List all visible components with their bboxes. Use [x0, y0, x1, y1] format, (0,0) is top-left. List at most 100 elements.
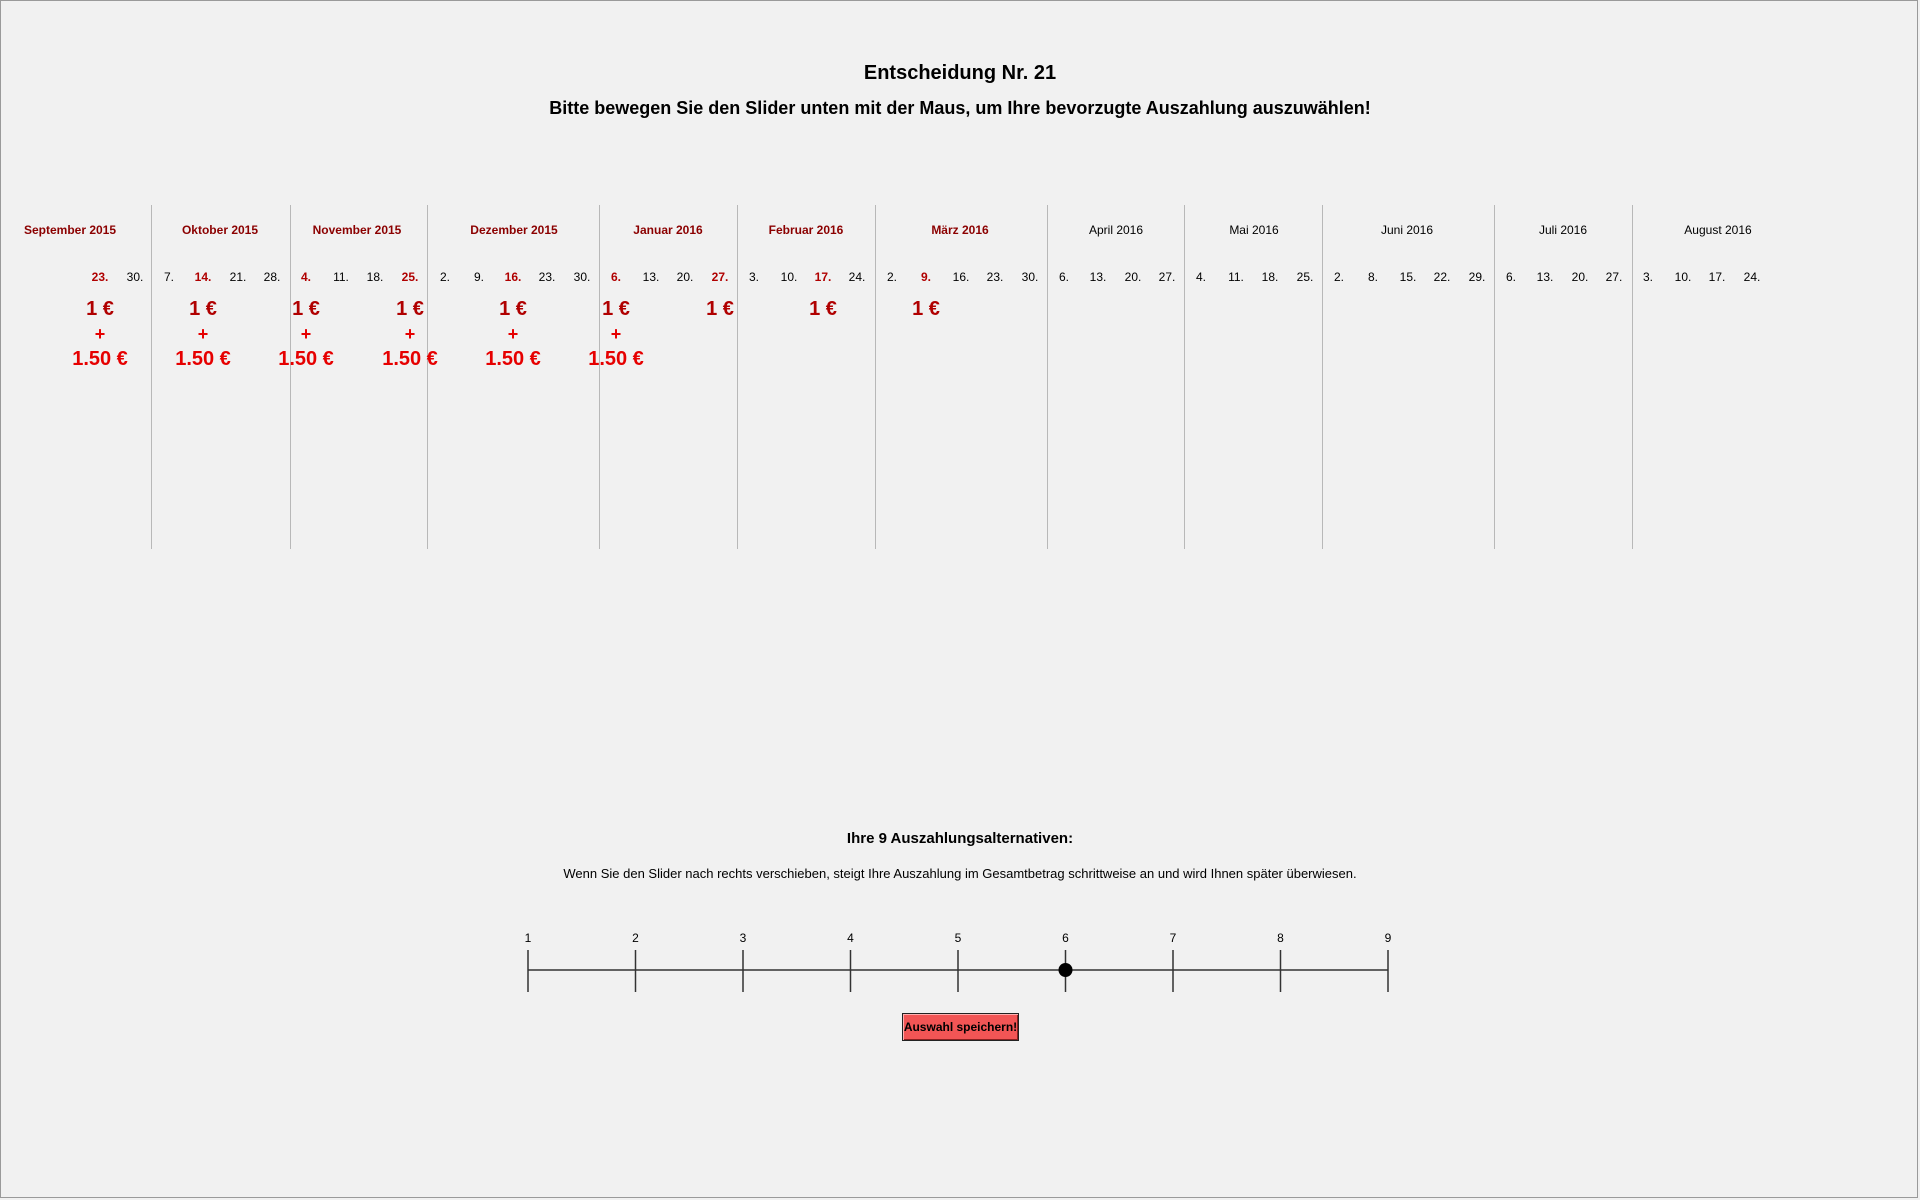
month-divider [290, 205, 291, 549]
month-divider [737, 205, 738, 549]
month-label: Oktober 2015 [181, 223, 259, 237]
day-label: 27. [1605, 270, 1623, 284]
day-label: 30. [126, 270, 144, 284]
day-label: 21. [229, 270, 247, 284]
slider-handle[interactable] [1058, 963, 1073, 977]
payment-extra-amount: 1.50 € [485, 348, 541, 370]
slider-tick-label: 4 [847, 931, 854, 945]
day-label: 13. [1536, 270, 1554, 284]
payment-amount: 1 € [292, 298, 320, 320]
day-label: 18. [1261, 270, 1279, 284]
day-label: 17. [1708, 270, 1726, 284]
day-label: 24. [848, 270, 866, 284]
month-divider [1322, 205, 1323, 549]
day-label: 10. [780, 270, 798, 284]
day-label: 9. [473, 270, 485, 284]
payment-plus: + [610, 324, 622, 344]
day-label: 20. [1124, 270, 1142, 284]
payment-amount: 1 € [809, 298, 837, 320]
month-label: November 2015 [312, 223, 402, 237]
slider-tick-label: 9 [1385, 931, 1392, 945]
day-label: 24. [1743, 270, 1761, 284]
day-label: 2. [886, 270, 898, 284]
month-label: Dezember 2015 [470, 223, 558, 237]
day-label: 18. [366, 270, 384, 284]
day-label: 15. [1399, 270, 1417, 284]
day-label: 13. [1089, 270, 1107, 284]
month-label: Mai 2016 [1229, 223, 1279, 237]
day-label: 11. [1228, 270, 1244, 284]
day-label: 8. [1367, 270, 1379, 284]
day-label: 6. [1058, 270, 1070, 284]
payment-plus: + [197, 324, 209, 344]
day-label: 10. [1674, 270, 1692, 284]
payment-plus: + [404, 324, 416, 344]
slider-tick-label: 7 [1170, 931, 1177, 945]
payment-plus: + [94, 324, 106, 344]
day-label: 4. [1195, 270, 1207, 284]
slider-tick-label: 6 [1062, 931, 1069, 945]
payment-amount: 1 € [499, 298, 527, 320]
slider-tick-label: 8 [1277, 931, 1284, 945]
day-label: 6. [1505, 270, 1517, 284]
day-label: 2. [1333, 270, 1345, 284]
payment-extra-amount: 1.50 € [382, 348, 438, 370]
month-divider [599, 205, 600, 549]
payment-calendar: September 2015 Oktober 2015 November 2015 D… [0, 0, 1920, 560]
month-divider [1184, 205, 1185, 549]
day-label: 23. [538, 270, 556, 284]
day-label: 6. [610, 270, 622, 284]
day-label: 2. [439, 270, 451, 284]
payment-amount: 1 € [912, 298, 940, 320]
day-label: 20. [676, 270, 694, 284]
day-label: 30. [573, 270, 591, 284]
payment-plus: + [300, 324, 312, 344]
alternatives-description: Wenn Sie den Slider nach rechts verschie… [563, 866, 1357, 881]
page-title: Entscheidung Nr. 21 [863, 62, 1057, 84]
month-divider [875, 205, 876, 549]
day-label: 28. [263, 270, 281, 284]
payment-amount: 1 € [189, 298, 217, 320]
save-selection-button[interactable]: Auswahl speichern! [902, 1013, 1019, 1041]
payment-extra-amount: 1.50 € [175, 348, 231, 370]
payment-extra-amount: 1.50 € [588, 348, 644, 370]
day-label: 4. [300, 270, 312, 284]
slider-tick-label: 5 [955, 931, 962, 945]
slider-tick-label: 1 [525, 931, 532, 945]
day-label: 11. [333, 270, 349, 284]
day-label: 22. [1433, 270, 1451, 284]
month-divider [1632, 205, 1633, 549]
payout-slider[interactable]: 1 2 3 4 5 6 7 8 9 [520, 925, 1400, 1005]
day-label: 13. [642, 270, 660, 284]
day-label: 9. [920, 270, 932, 284]
day-label: 25. [1296, 270, 1314, 284]
month-label: Juni 2016 [1380, 223, 1434, 237]
month-label: März 2016 [931, 223, 989, 237]
month-label: April 2016 [1088, 223, 1144, 237]
payment-extra-amount: 1.50 € [278, 348, 334, 370]
month-label: Januar 2016 [633, 223, 703, 237]
payment-amount: 1 € [396, 298, 424, 320]
day-label: 7. [163, 270, 175, 284]
payment-plus: + [507, 324, 519, 344]
day-label: 29. [1468, 270, 1486, 284]
month-label: August 2016 [1684, 223, 1752, 237]
day-label: 3. [1642, 270, 1654, 284]
payment-amount: 1 € [86, 298, 114, 320]
slider-tick-label: 2 [632, 931, 639, 945]
month-divider [1494, 205, 1495, 549]
day-label: 25. [401, 270, 419, 284]
day-label: 23. [986, 270, 1004, 284]
day-label: 17. [814, 270, 832, 284]
payment-amount: 1 € [602, 298, 630, 320]
day-label: 23. [91, 270, 109, 284]
day-label: 16. [504, 270, 522, 284]
month-divider [1047, 205, 1048, 549]
month-label: Februar 2016 [768, 223, 844, 237]
day-label: 14. [194, 270, 212, 284]
month-label: Juli 2016 [1538, 223, 1588, 237]
alternatives-title: Ihre 9 Auszahlungsalternativen: [846, 830, 1074, 847]
day-label: 30. [1021, 270, 1039, 284]
day-label: 20. [1571, 270, 1589, 284]
day-label: 16. [952, 270, 970, 284]
